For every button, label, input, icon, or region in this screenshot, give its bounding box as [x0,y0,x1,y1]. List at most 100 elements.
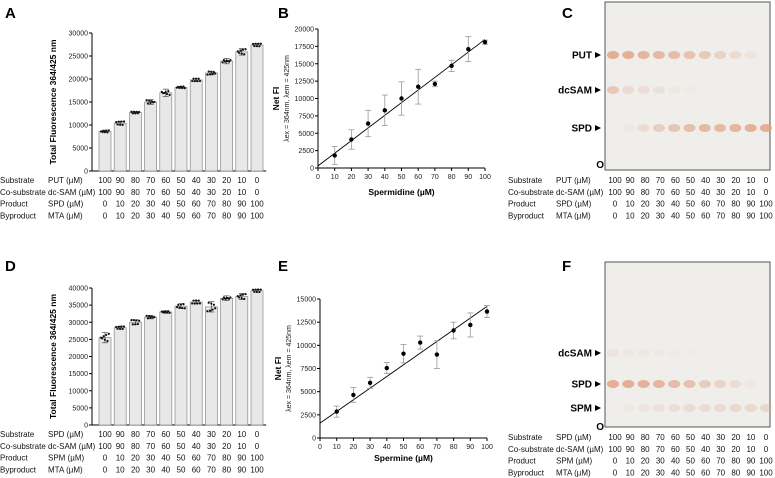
data-point [191,302,194,305]
table-cell: 80 [731,211,740,220]
tlc-spot [622,51,635,59]
table-row-compound: SPD (µM) [556,200,592,209]
table-cell: 100 [98,430,112,439]
data-point [418,340,423,345]
table-cell: 70 [146,442,155,451]
table-cell: 0 [103,211,108,220]
table-cell: 10 [116,211,125,220]
x-tick-label: 10 [331,174,339,181]
data-point [198,302,202,305]
table-cell: 80 [731,468,740,477]
tlc-spot [668,124,681,132]
data-point [195,299,198,302]
data-point [367,380,373,386]
y-tick-label: 5000 [72,405,88,412]
table-cell: 90 [116,188,125,197]
table-cell: 90 [746,200,755,209]
data-point [119,123,122,126]
y-tick-label: 30000 [69,31,89,38]
data-point [165,92,169,96]
table-cell: 20 [731,433,740,442]
table-cell: 50 [686,200,695,209]
data-point [332,153,337,158]
arrow-icon [595,125,601,131]
table-cell: 60 [671,445,680,454]
y-tick-label: 20000 [69,354,89,361]
table-cell: 80 [641,433,650,442]
data-point [134,323,137,326]
tlc-spot [683,86,696,94]
bar [174,86,188,172]
tlc-spot [652,380,665,388]
data-point [222,59,225,62]
table-cell: 10 [237,188,246,197]
y-axis-label: Net FI [273,357,283,381]
data-point [177,303,180,307]
table-row-role: Byproduct [0,211,37,220]
band-label: PUT [572,51,592,62]
y-tick-label: 5000 [298,131,314,138]
table-cell: 100 [759,457,773,466]
tlc-spot [607,380,619,388]
data-point [117,120,120,123]
table-cell: 80 [131,188,140,197]
data-point [210,302,213,305]
data-point [193,302,196,305]
fit-line [319,306,488,424]
table-cell: 40 [671,211,680,220]
table-cell: 50 [686,445,695,454]
table-row-compound: MTA (µM) [48,211,83,220]
table-row-compound: SPD (µM) [556,433,592,442]
table-cell: 10 [746,433,755,442]
table-cell: 0 [103,200,108,209]
table-cell: 60 [701,457,710,466]
x-tick-label: 10 [333,444,341,451]
origin-label: O [596,422,604,433]
data-point [182,303,185,306]
y-tick-label: 7500 [300,366,316,373]
y-axis-sublabel: λex = 364nm, λem = 425nm [284,55,291,142]
table-cell: 70 [656,176,665,185]
table-row-role: Product [508,457,536,466]
data-point [116,123,119,126]
panel-label: B [278,5,289,22]
data-point [122,120,126,123]
tlc-spot [683,380,696,388]
data-point [132,319,136,322]
data-point [401,351,406,356]
y-tick-label: 17500 [295,44,315,51]
table-cell: 80 [222,200,231,209]
tlc-spot [668,404,681,412]
table-row-compound: MTA (µM) [556,211,591,220]
data-point [251,288,255,291]
table-cell: 10 [116,454,125,463]
data-point [195,77,198,80]
table-cell: 90 [626,176,635,185]
table-cell: 40 [701,445,710,454]
table-cell: 50 [177,454,186,463]
data-point [179,303,182,306]
table-cell: 0 [764,176,769,185]
tlc-spot [652,349,665,357]
table-cell: 50 [686,433,695,442]
tlc-spot [760,404,772,412]
data-point [254,42,257,45]
table-cell: 50 [177,176,186,185]
table-row-role: Co-substrate [0,442,46,451]
data-point [135,110,138,113]
table-cell: 50 [686,188,695,197]
table-cell: 70 [146,176,155,185]
panel-label: D [5,258,16,275]
y-axis-label: Net FI [271,87,281,111]
table-cell: 50 [177,465,186,474]
table-row-role: Product [0,454,28,463]
tlc-spot [729,380,742,388]
y-tick-label: 15000 [69,371,89,378]
table-cell: 90 [746,211,755,220]
data-point [136,322,139,326]
table-row-compound: dc-SAM (µM) [556,188,604,197]
table-cell: 20 [131,465,140,474]
table-cell: 70 [716,200,725,209]
table-cell: 0 [764,188,769,197]
table-cell: 90 [116,430,125,439]
